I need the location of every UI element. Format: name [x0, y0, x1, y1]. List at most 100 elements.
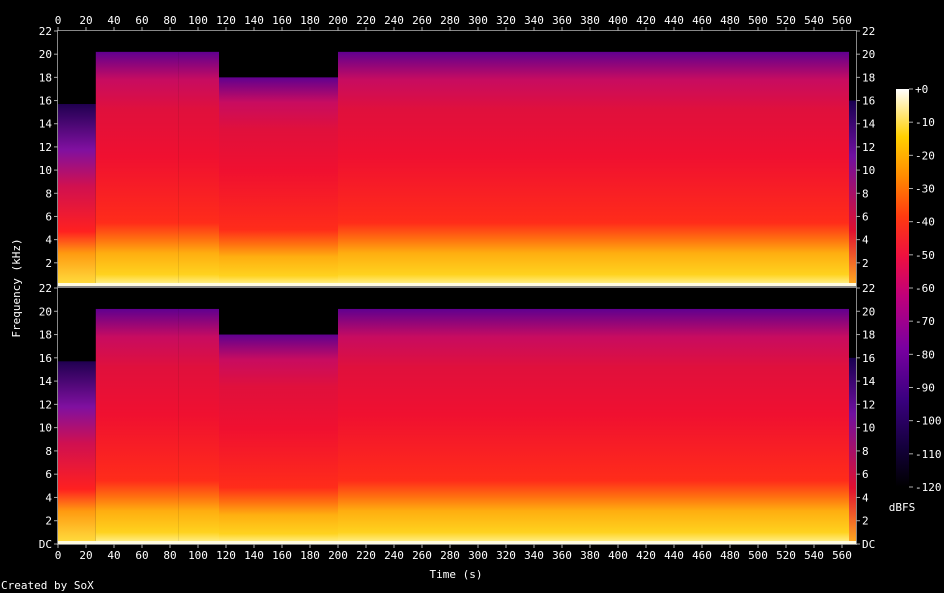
x-tick-label: 140: [244, 14, 264, 27]
y-tick-label: 10: [862, 422, 875, 435]
y-tick-label: DC: [39, 538, 52, 551]
x-tick-label: 560: [832, 549, 852, 562]
dc-band: [58, 541, 856, 544]
y-tick-label: 22: [862, 25, 875, 38]
y-tick-label: 20: [39, 305, 52, 318]
x-tick-label: 160: [272, 549, 292, 562]
colorbar: +0 -10 -20 -30 -40 -50 -60 -70 -80 -90 -100 -110 -12…: [889, 83, 942, 514]
y-tick-label: 16: [862, 95, 875, 108]
y-tick-label: 22: [862, 282, 875, 295]
x-tick-label: 20: [79, 14, 92, 27]
x-tick-label: 500: [748, 549, 768, 562]
y-tick-label: 14: [862, 375, 876, 388]
colorbar-tick-label: -90: [915, 382, 935, 395]
y-tick-label: 6: [45, 210, 52, 223]
x-tick-label: 0: [55, 549, 62, 562]
y-tick-label: 2: [45, 515, 52, 528]
x-tick-label: 100: [188, 549, 208, 562]
colorbar-tick-label: -40: [915, 216, 935, 229]
y-tick-label: 12: [862, 398, 875, 411]
y-tick-label: 18: [39, 329, 52, 342]
y-tick-label: 4: [45, 491, 52, 504]
spectrum-segment: [178, 308, 219, 544]
x-tick-label: 20: [79, 549, 92, 562]
x-tick-label: 360: [552, 549, 572, 562]
colorbar-tick-label: +0: [915, 83, 928, 96]
spectrum-segment: [178, 51, 219, 287]
x-tick-label: 220: [356, 14, 376, 27]
x-tick-label: 380: [580, 549, 600, 562]
colorbar-tick-label: -50: [915, 249, 935, 262]
spectrum-segment: [338, 51, 681, 287]
x-tick-label: 60: [135, 549, 148, 562]
y-tick-label: 8: [45, 187, 52, 200]
y-tick-label: 4: [862, 234, 869, 247]
x-tick-label: 500: [748, 14, 768, 27]
x-tick-label: 380: [580, 14, 600, 27]
y-tick-label: 12: [862, 141, 875, 154]
x-tick-label: 360: [552, 14, 572, 27]
y-tick-label: 6: [862, 210, 869, 223]
x-tick-label: 460: [692, 549, 712, 562]
y-tick-label: 16: [39, 352, 52, 365]
x-tick-label: 200: [328, 14, 348, 27]
x-tick-label: 140: [244, 549, 264, 562]
x-tick-label: 120: [216, 549, 236, 562]
colorbar-tick-label: -80: [915, 348, 935, 361]
y-tick-label: 8: [862, 187, 869, 200]
colorbar-tick-label: -60: [915, 282, 935, 295]
x-tick-label: 60: [135, 14, 148, 27]
x-tick-label: 520: [776, 549, 796, 562]
y-tick-label: 6: [862, 468, 869, 481]
x-tick-label: 340: [524, 14, 544, 27]
y-tick-label: 18: [862, 71, 875, 84]
y-tick-label: 22: [39, 282, 52, 295]
y-tick-label: 6: [45, 468, 52, 481]
y-tick-label: 20: [862, 305, 875, 318]
x-tick-label: 460: [692, 14, 712, 27]
spectrum-segment: [95, 51, 179, 287]
y-tick-label: 4: [862, 491, 869, 504]
spectrum-segment: [219, 334, 338, 544]
x-tick-label: 300: [468, 549, 488, 562]
y-tick-label: 10: [39, 422, 52, 435]
spectrum-segment: [849, 100, 856, 286]
x-tick-label: 80: [163, 14, 176, 27]
colorbar-tick-label: -20: [915, 149, 935, 162]
x-axis-label: Time (s): [430, 568, 483, 581]
x-tick-label: 420: [636, 14, 656, 27]
plot-frame: [57, 287, 857, 545]
colorbar-gradient: [896, 89, 909, 487]
x-tick-label: 440: [664, 14, 684, 27]
y-tick-label: 20: [39, 48, 52, 61]
y-tick-label: 18: [862, 329, 875, 342]
colorbar-label: dBFS: [889, 501, 916, 514]
y-tick-label: 16: [862, 352, 875, 365]
x-tick-label: 260: [412, 14, 432, 27]
y-tick-label: 20: [862, 48, 875, 61]
spectrum-segment: [681, 51, 849, 287]
y-tick-label: 2: [862, 515, 869, 528]
x-tick-label: 100: [188, 14, 208, 27]
x-tick-label: 520: [776, 14, 796, 27]
x-tick-label: 220: [356, 549, 376, 562]
spectrum-segment: [338, 308, 681, 544]
x-tick-label: 80: [163, 549, 176, 562]
x-tick-label: 180: [300, 549, 320, 562]
spectrogram-channel-1: [57, 30, 857, 287]
y-tick-label: 2: [45, 257, 52, 270]
y-tick-label: 8: [45, 445, 52, 458]
x-tick-label: 200: [328, 549, 348, 562]
y-tick-label: 2: [862, 257, 869, 270]
y-tick-label: 10: [862, 164, 875, 177]
x-tick-label: 440: [664, 549, 684, 562]
y-axis-label: Frequency (kHz): [10, 238, 23, 337]
y-tick-label: 18: [39, 71, 52, 84]
colorbar-tick-label: -120: [915, 481, 942, 494]
y-tick-label: 14: [862, 118, 876, 131]
x-tick-label: 320: [496, 14, 516, 27]
y-tick-label: 16: [39, 95, 52, 108]
spectrum-segment: [95, 308, 179, 544]
x-tick-label: 560: [832, 14, 852, 27]
